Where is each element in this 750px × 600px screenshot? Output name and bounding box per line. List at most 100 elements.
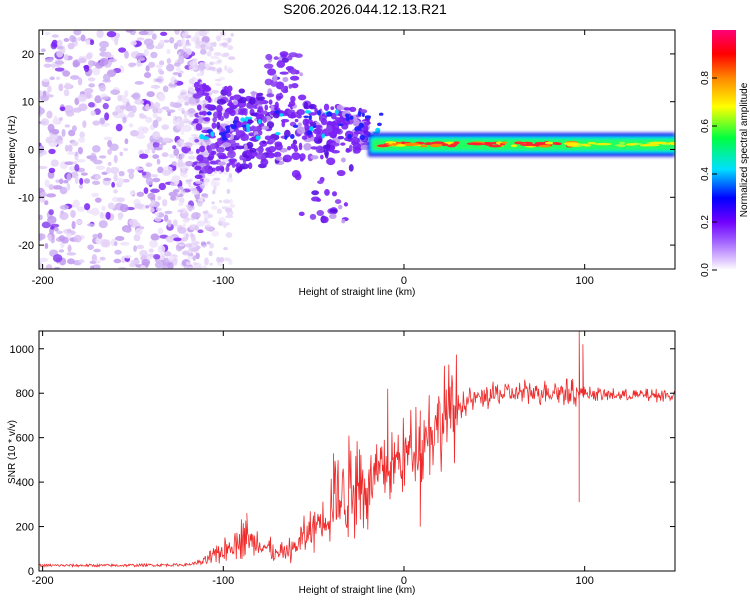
noise-blob xyxy=(49,132,59,141)
figure-title: S206.2026.044.12.13.R21 xyxy=(283,1,447,17)
onset-blob xyxy=(309,121,317,127)
noise-blob xyxy=(205,30,210,34)
noise-blob xyxy=(61,128,66,137)
noise-blob xyxy=(197,198,204,202)
onset-blob xyxy=(297,122,303,127)
noise-blob xyxy=(124,227,131,233)
noise-blob xyxy=(56,230,63,235)
noise-blob xyxy=(203,195,209,199)
noise-blob xyxy=(74,164,80,172)
noise-blob xyxy=(192,262,198,266)
noise-blob xyxy=(172,257,178,266)
onset-blob xyxy=(320,117,328,126)
noise-blob xyxy=(94,95,102,104)
onset-blob xyxy=(238,88,245,94)
noise-blob xyxy=(160,31,168,36)
noise-blob xyxy=(184,141,193,148)
onset-hot-blob xyxy=(221,136,228,142)
onset-hot-blob xyxy=(232,120,237,125)
onset-blob xyxy=(260,110,268,115)
noise-blob xyxy=(64,161,74,165)
noise-blob xyxy=(50,226,55,230)
noise-blob xyxy=(185,261,191,266)
noise-blob xyxy=(71,141,79,147)
noise-blob xyxy=(209,46,214,52)
onset-blob xyxy=(276,60,286,68)
ridge-core-segment xyxy=(501,141,508,145)
noise-blob xyxy=(128,111,135,118)
noise-blob xyxy=(150,85,161,89)
noise-blob xyxy=(196,220,205,227)
noise-blob xyxy=(223,52,230,57)
onset-blob xyxy=(337,135,345,140)
noise-blob xyxy=(134,81,144,85)
noise-blob xyxy=(48,148,56,155)
noise-blob xyxy=(177,51,182,56)
onset-hot-blob xyxy=(338,123,344,127)
noise-blob xyxy=(56,50,64,58)
noise-blob xyxy=(97,232,103,239)
noise-blob xyxy=(216,59,223,64)
noise-blob xyxy=(170,195,177,201)
noise-blob xyxy=(212,41,217,47)
onset-blob xyxy=(316,210,325,216)
onset-blob xyxy=(216,104,223,113)
noise-blob xyxy=(181,166,186,172)
noise-blob xyxy=(136,37,145,41)
noise-blob xyxy=(51,34,59,38)
onset-blob xyxy=(324,188,330,196)
onset-blob xyxy=(288,100,296,107)
onset-blob xyxy=(211,150,217,155)
onset-blob xyxy=(240,108,247,114)
noise-blob xyxy=(200,241,207,246)
noise-blob xyxy=(177,98,184,104)
noise-blob xyxy=(179,70,184,75)
noise-blob xyxy=(99,117,106,125)
noise-blob xyxy=(139,249,148,257)
snr-series-line xyxy=(39,331,675,568)
onset-blob xyxy=(319,154,324,160)
noise-blob xyxy=(92,67,101,76)
noise-blob xyxy=(107,161,112,166)
onset-blob xyxy=(201,92,210,96)
noise-blob xyxy=(74,175,79,184)
onset-blob xyxy=(323,103,330,111)
noise-blob xyxy=(229,203,236,208)
noise-blob xyxy=(79,177,84,185)
onset-blob xyxy=(274,143,283,151)
noise-blob xyxy=(130,94,139,98)
noise-blob xyxy=(196,265,203,269)
noise-blob xyxy=(59,186,68,195)
noise-blob xyxy=(185,179,192,183)
noise-blob xyxy=(195,37,200,44)
noise-blob xyxy=(162,199,168,207)
noise-blob xyxy=(129,130,139,137)
noise-blob xyxy=(44,242,49,250)
noise-blob xyxy=(67,228,72,234)
noise-blob xyxy=(148,61,156,68)
noise-blob xyxy=(177,226,187,234)
noise-blob xyxy=(184,101,190,106)
noise-blob xyxy=(227,56,236,61)
onset-blob xyxy=(360,144,371,151)
noise-blob xyxy=(113,114,124,119)
noise-blob xyxy=(152,141,160,149)
noise-blob xyxy=(152,177,161,183)
noise-blob xyxy=(152,112,158,119)
spectrogram-y-tick-label: -20 xyxy=(18,240,34,252)
onset-hot-blob xyxy=(206,111,212,116)
noise-blob xyxy=(117,197,125,203)
noise-blob xyxy=(40,48,46,53)
noise-blob xyxy=(103,136,113,141)
noise-blob xyxy=(138,30,149,36)
noise-blob xyxy=(165,63,175,72)
noise-blob xyxy=(194,225,199,231)
noise-blob xyxy=(59,204,69,210)
onset-blob xyxy=(262,140,266,144)
noise-blob xyxy=(113,154,118,164)
noise-blob xyxy=(230,32,234,37)
onset-blob xyxy=(334,117,341,121)
onset-blob xyxy=(267,68,277,76)
noise-blob xyxy=(54,67,65,72)
noise-blob xyxy=(208,250,213,257)
